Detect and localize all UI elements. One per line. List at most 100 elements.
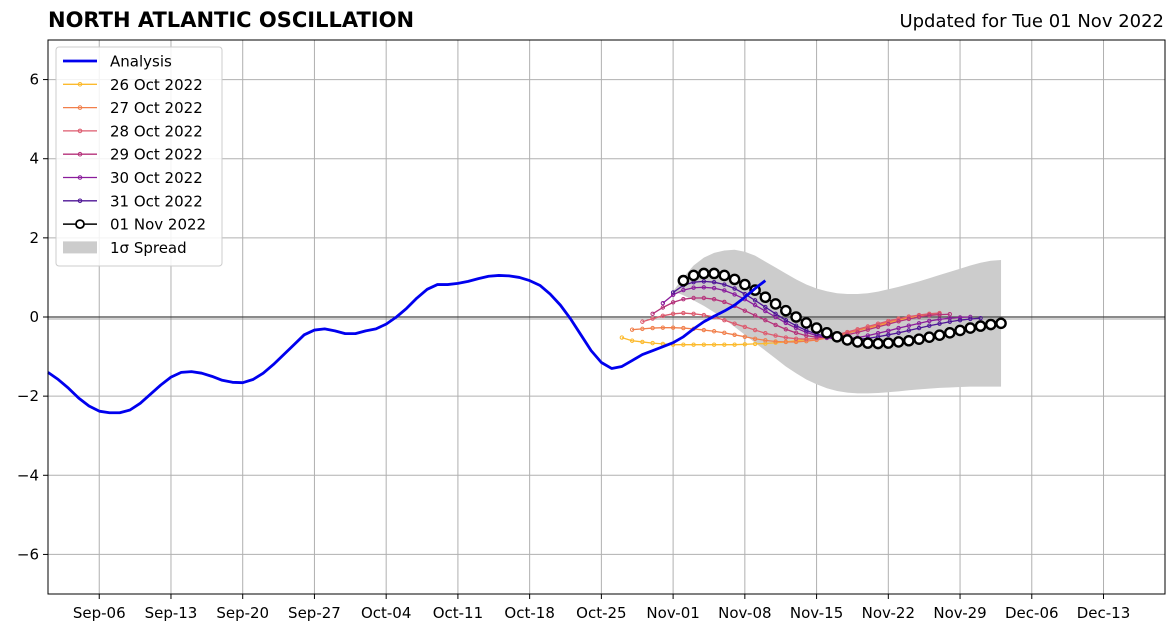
forecast-point — [670, 300, 676, 305]
x-tick-label: Nov-29 — [933, 604, 986, 622]
forecast-point — [865, 333, 871, 338]
forecast-point — [793, 336, 799, 341]
forecast-point — [937, 312, 942, 317]
forecast-point — [722, 288, 727, 293]
forecast-point — [964, 322, 977, 334]
forecast-point — [660, 300, 666, 306]
forecast-point — [763, 338, 768, 343]
x-tick-label: Sep-06 — [73, 604, 126, 622]
legend-item: 27 Oct 2022 — [63, 99, 203, 117]
forecast-point — [759, 291, 772, 304]
x-tick-label: Oct-11 — [433, 604, 483, 622]
forecast-point — [701, 295, 707, 301]
forecast-point — [783, 317, 789, 323]
chart-title: NORTH ATLANTIC OSCILLATION — [48, 8, 415, 32]
legend-item: 28 Oct 2022 — [63, 122, 203, 140]
x-tick-label: Dec-13 — [1077, 604, 1131, 622]
legend-label: 31 Oct 2022 — [110, 192, 203, 210]
forecast-point — [995, 317, 1007, 330]
y-tick-label: 0 — [29, 308, 39, 326]
legend-item: Analysis — [63, 53, 172, 71]
forecast-point — [650, 340, 655, 346]
forecast-point — [722, 317, 727, 323]
legend-item: 30 Oct 2022 — [63, 169, 203, 187]
forecast-point — [742, 334, 748, 339]
forecast-point — [742, 324, 748, 330]
legend-label: Analysis — [110, 53, 172, 71]
forecast-point — [773, 339, 778, 344]
forecast-point — [711, 342, 717, 347]
forecast-point — [968, 316, 973, 322]
forecast-point — [793, 330, 799, 336]
x-tick-label: Sep-13 — [145, 604, 198, 622]
forecast-point — [882, 337, 895, 349]
forecast-point — [640, 339, 645, 345]
forecast-point — [903, 334, 915, 347]
forecast-point — [670, 325, 676, 330]
forecast-point — [984, 318, 997, 331]
forecast-point — [722, 299, 727, 305]
forecast-point — [783, 327, 789, 332]
forecast-point — [711, 329, 717, 334]
x-tick-label: Oct-18 — [504, 604, 554, 622]
updated-date-label: Updated for Tue 01 Nov 2022 — [899, 11, 1164, 32]
legend-marker — [77, 105, 83, 110]
legend-item: 31 Oct 2022 — [63, 192, 203, 210]
legend-item: 1σ Spread — [63, 239, 187, 257]
forecast-point — [687, 269, 700, 282]
forecast-point — [943, 327, 956, 339]
forecast-point — [728, 273, 741, 286]
forecast-point — [937, 321, 942, 326]
forecast-point — [793, 323, 799, 328]
legend-label: 30 Oct 2022 — [110, 169, 203, 187]
x-tick-label: Oct-04 — [361, 604, 411, 622]
forecast-point — [783, 339, 789, 345]
forecast-point — [722, 282, 727, 287]
forecast-point — [650, 311, 655, 317]
forecast-point — [660, 325, 666, 330]
x-tick-label: Nov-22 — [862, 604, 915, 622]
forecast-point — [875, 324, 881, 330]
legend-item: 29 Oct 2022 — [63, 146, 203, 164]
forecast-point — [701, 312, 707, 318]
x-tick-label: Oct-25 — [576, 604, 626, 622]
forecast-point — [916, 321, 922, 326]
forecast-point — [629, 338, 635, 343]
forecast-point — [701, 342, 707, 347]
forecast-point — [691, 285, 696, 290]
forecast-point — [773, 333, 778, 338]
x-tick-label: Nov-08 — [718, 604, 771, 622]
legend-marker — [75, 219, 85, 230]
forecast-point — [913, 333, 925, 345]
forecast-point — [862, 337, 874, 349]
forecast-point — [732, 292, 737, 297]
forecast-point — [691, 295, 696, 301]
y-tick-label: −6 — [17, 545, 39, 563]
x-tick-label: Nov-01 — [646, 604, 699, 622]
forecast-point — [681, 342, 686, 347]
forecast-point — [640, 326, 645, 332]
forecast-point — [670, 311, 676, 317]
legend-label: 1σ Spread — [110, 239, 187, 257]
legend-item: 26 Oct 2022 — [63, 76, 203, 94]
y-tick-label: 4 — [29, 150, 39, 168]
forecast-point — [933, 329, 946, 342]
forecast-point — [701, 279, 707, 284]
forecast-point — [845, 329, 850, 335]
forecast-point — [763, 317, 768, 323]
legend-label: 28 Oct 2022 — [110, 122, 203, 140]
forecast-point — [886, 328, 891, 334]
forecast-point — [906, 314, 912, 319]
forecast-point — [896, 330, 901, 336]
forecast-point — [821, 327, 833, 339]
forecast-point — [698, 267, 710, 280]
x-tick-label: Sep-27 — [288, 604, 341, 622]
legend-label: 29 Oct 2022 — [110, 146, 203, 164]
forecast-point — [670, 290, 676, 295]
forecast-point — [742, 308, 748, 313]
forecast-point — [927, 323, 932, 328]
forecast-point — [752, 341, 758, 347]
forecast-point — [790, 311, 802, 323]
forecast-point — [701, 327, 707, 333]
forecast-point — [711, 296, 717, 302]
